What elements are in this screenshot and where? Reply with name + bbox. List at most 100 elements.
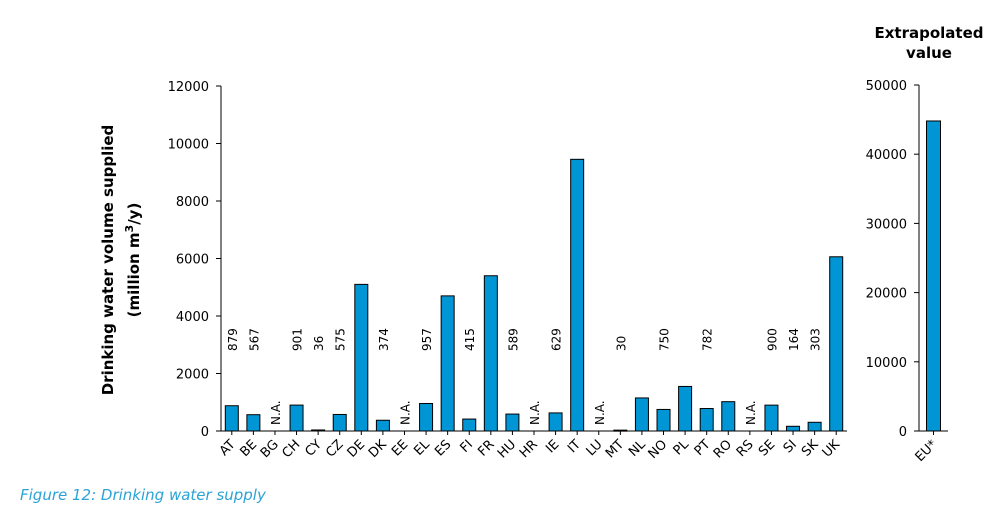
main-y-tick-label: 10000 [168, 138, 209, 153]
figure-caption: Figure 12: Drinking water supply [20, 486, 267, 504]
extrapolated-bars [926, 120, 941, 432]
data-label-cy: 36 [312, 336, 326, 351]
x-tick-label-cz: CZ [323, 437, 346, 460]
main-y-tick-label: 6000 [176, 253, 209, 268]
main-y-tick-label: 4000 [176, 310, 209, 325]
data-label-lu: N.A. [593, 400, 607, 425]
x-tick-label-fi: FI [457, 437, 476, 456]
x-tick-label-ch: CH [279, 437, 303, 461]
extrapolated-y-axis-ticks: 0 10000 20000 30000 40000 50000 [866, 79, 919, 440]
bar-be [246, 414, 261, 432]
x-tick-label-dk: DK [366, 437, 390, 461]
x-tick-label-fr: FR [475, 437, 497, 459]
data-label-el: 957 [420, 328, 434, 351]
bar-no [656, 408, 671, 432]
main-y-tick-label: 8000 [176, 195, 209, 210]
x-tick-label-pl: PL [671, 437, 693, 459]
x-tick-label-si: SI [781, 437, 800, 456]
data-label-hr: N.A. [528, 400, 542, 425]
main-y-axis-ticks: 0 2000 4000 6000 8000 10000 12000 [168, 80, 221, 440]
main-data-labels: 879 567 N.A. 901 36 575 374 N.A. 957 415 589 N.A. 62… [226, 328, 823, 425]
x-tick-label-ie: IE [543, 437, 562, 456]
bar-sk [807, 421, 822, 432]
extrapolated-title-line2: value [906, 44, 952, 62]
y-axis-title: Drinking water volume supplied (million … [99, 125, 143, 396]
y-axis-title-line2: (million m3/y) [123, 203, 144, 318]
extrapolated-y-tick-label: 30000 [866, 217, 907, 232]
data-label-pt: 782 [701, 328, 715, 351]
x-tick-label-bg: BG [258, 437, 282, 461]
bar-nl [634, 397, 649, 432]
x-tick-label-hr: HR [517, 437, 541, 461]
extrapolated-y-tick-label: 50000 [866, 79, 907, 94]
bar-at [224, 405, 239, 432]
data-label-sk: 303 [809, 328, 823, 351]
data-label-dk: 374 [377, 328, 391, 351]
main-bar-chart: 0 2000 4000 6000 8000 10000 12000 879 567 N.A. 90… [168, 80, 847, 462]
data-label-no: 750 [658, 328, 672, 351]
bar-pl [678, 385, 693, 432]
x-tick-label-be: BE [237, 437, 260, 460]
bar-se [764, 404, 779, 432]
extrapolated-x-axis-ticks: EU* [913, 431, 941, 465]
x-tick-label-hu: HU [495, 437, 519, 461]
x-tick-label-se: SE [756, 437, 778, 459]
data-label-fi: 415 [463, 328, 477, 351]
bar-fi [462, 418, 477, 432]
bar-ie [548, 412, 563, 432]
main-y-tick-label: 2000 [176, 368, 209, 383]
extrapolated-title-line1: Extrapolated [875, 24, 984, 42]
x-tick-label-pt: PT [692, 437, 714, 459]
extrapolated-y-tick-label: 0 [899, 425, 907, 440]
data-label-ee: N.A. [398, 400, 412, 425]
x-tick-label-el: EL [411, 437, 433, 459]
bar-ch [289, 404, 304, 432]
data-label-ie: 629 [550, 328, 564, 351]
data-label-si: 164 [787, 328, 801, 351]
main-y-tick-label: 0 [201, 425, 209, 440]
x-tick-label-rs: RS [734, 437, 757, 460]
data-label-bg: N.A. [269, 400, 283, 425]
bar-pt [699, 408, 714, 432]
data-label-hu: 589 [506, 328, 520, 351]
data-label-rs: N.A. [744, 400, 758, 425]
x-tick-label-ro: RO [711, 437, 735, 461]
data-label-at: 879 [226, 328, 240, 351]
x-tick-label-eu: EU* [913, 437, 941, 465]
extrapolated-bar-chart: Extrapolated value 0 10000 20000 30000 40000… [866, 24, 984, 465]
data-label-be: 567 [247, 328, 261, 351]
bar-eu [926, 120, 941, 432]
y-axis-title-line1: Drinking water volume supplied [99, 125, 117, 396]
bar-fr [483, 275, 498, 432]
x-tick-label-es: ES [432, 437, 454, 459]
x-tick-label-sk: SK [799, 437, 822, 460]
bar-cz [332, 413, 347, 432]
bar-ro [721, 401, 736, 432]
x-tick-label-ee: EE [389, 437, 411, 459]
x-tick-label-at: AT [217, 437, 239, 459]
bar-it [570, 158, 585, 432]
x-tick-label-cy: CY [302, 437, 325, 460]
x-tick-label-lu: LU [584, 437, 606, 459]
extrapolated-y-tick-label: 40000 [866, 148, 907, 163]
x-tick-label-uk: UK [820, 437, 844, 461]
bar-es [440, 295, 455, 432]
extrapolated-y-tick-label: 20000 [866, 287, 907, 302]
data-label-se: 900 [765, 328, 779, 351]
main-bars [224, 158, 844, 432]
bar-hu [505, 413, 520, 432]
bar-de [354, 283, 369, 432]
x-tick-label-de: DE [345, 437, 369, 461]
bar-dk [375, 419, 390, 432]
data-label-cz: 575 [334, 328, 348, 351]
data-label-ch: 901 [291, 328, 305, 351]
x-tick-label-it: IT [565, 437, 584, 456]
bar-uk [829, 256, 844, 432]
x-tick-label-nl: NL [626, 437, 649, 460]
bar-si [786, 425, 801, 432]
bar-el [419, 402, 434, 432]
x-tick-label-no: NO [646, 437, 671, 462]
main-y-tick-label: 12000 [168, 80, 209, 95]
